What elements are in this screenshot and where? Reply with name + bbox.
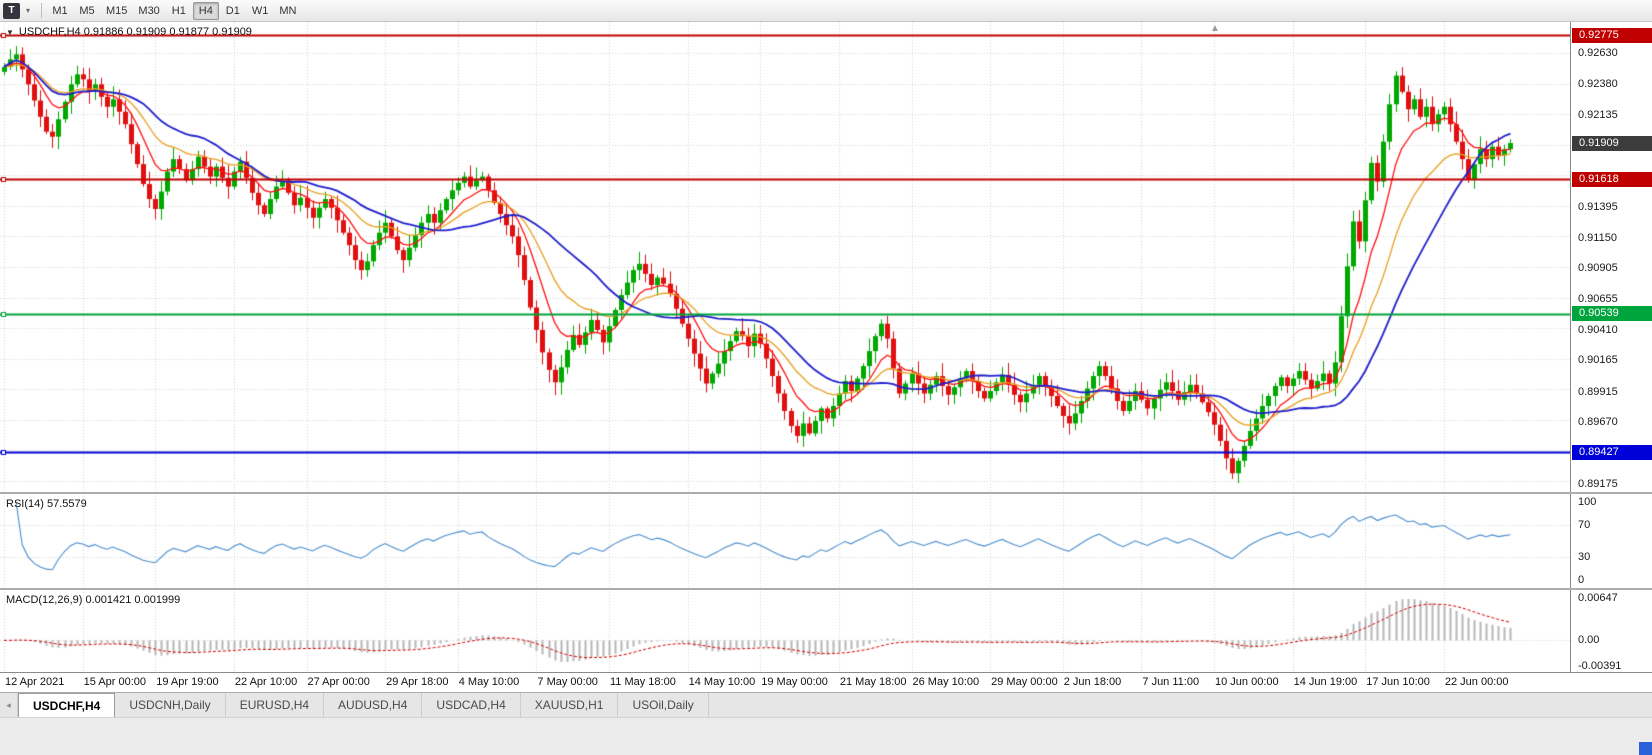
time-axis-label: 10 Jun 00:00 [1215, 676, 1279, 688]
chart-tab-usdcad-h4[interactable]: USDCAD,H4 [422, 693, 521, 717]
toolbar-separator [41, 3, 42, 18]
time-axis-label: 4 May 10:00 [458, 676, 520, 688]
chart-canvas[interactable] [0, 22, 1570, 672]
price-axis[interactable]: 0.92630 0.92380 0.92135 0.91395 0.91150 0.909… [1570, 22, 1652, 672]
price-tick: 0.92380 [1578, 78, 1618, 91]
timeframe-m1-button[interactable]: M1 [52, 4, 68, 17]
price-tick: 0.90655 [1578, 293, 1618, 306]
toolbar: T ▾ M1 M5 M15 M30 H1 H4 D1 W1 MN [0, 0, 1652, 22]
time-axis-label: 14 May 10:00 [688, 676, 756, 688]
time-axis-label: 22 Jun 00:00 [1444, 676, 1509, 688]
price-tick: 0.89670 [1578, 416, 1618, 429]
chart-tabs-bar: ◂ USDCHF,H4 USDCNH,Daily EURUSD,H4 AUDUSD,H… [0, 692, 1652, 717]
price-tick: 0.91395 [1578, 201, 1618, 214]
timeframe-m15-button[interactable]: M15 [106, 4, 128, 17]
panel-separator[interactable] [0, 588, 1652, 590]
timeframe-toolbar: M1 M5 M15 M30 H1 H4 D1 W1 MN [47, 1, 301, 20]
macd-indicator-label: MACD(12,26,9) 0.001421 0.001999 [6, 594, 181, 606]
price-tick: 0.90410 [1578, 323, 1618, 336]
chart-tab-usoil-daily[interactable]: USOil,Daily [618, 693, 709, 717]
timeframe-m5-button[interactable]: M5 [79, 4, 95, 17]
time-axis-label: 19 May 00:00 [761, 676, 828, 688]
current-price-marker: 0.91909 [1572, 135, 1652, 151]
time-axis-label: 29 Apr 18:00 [386, 676, 449, 688]
time-axis-label: 12 Apr 2021 [5, 676, 65, 688]
chart-tab-usdchf-h4[interactable]: USDCHF,H4 [18, 693, 116, 717]
panel-separator[interactable] [0, 492, 1652, 494]
rsi-scale-label: 30 [1578, 550, 1591, 563]
timeframe-h1-button[interactable]: H1 [171, 4, 186, 17]
chart-tab-audusd-h4[interactable]: AUDUSD,H4 [324, 693, 423, 717]
price-level-marker: 0.92775 [1572, 27, 1652, 43]
time-axis-label: 17 Jun 10:00 [1366, 676, 1430, 688]
chart-shift-marker[interactable]: ▲ [1210, 23, 1220, 34]
price-tick: 0.90165 [1578, 354, 1618, 367]
symbol-ohlc-text: USDCHF,H4 0.91886 0.91909 0.91877 0.9190… [18, 26, 252, 38]
price-tick: 0.92135 [1578, 108, 1618, 121]
time-axis-label: 27 Apr 00:00 [307, 676, 370, 688]
time-axis-label: 19 Apr 19:00 [156, 676, 219, 688]
time-axis-label: 26 May 10:00 [912, 676, 980, 688]
macd-scale-label: 0.00 [1578, 634, 1600, 647]
time-axis-label: 7 Jun 11:00 [1142, 676, 1200, 688]
time-axis-label: 15 Apr 00:00 [83, 676, 147, 688]
time-axis-label: 21 May 18:00 [839, 676, 907, 688]
time-axis-label: 7 May 00:00 [537, 676, 598, 688]
tab-scroll-left-button[interactable]: ◂ [0, 693, 18, 717]
macd-scale-label: 0.00647 [1578, 592, 1618, 604]
rsi-scale-label: 100 [1578, 496, 1597, 508]
time-axis-label: 2 Jun 18:00 [1063, 676, 1122, 688]
price-level-marker: 0.89427 [1572, 444, 1652, 460]
timeframe-m30-button[interactable]: M30 [138, 4, 160, 17]
price-tick: 0.89175 [1578, 477, 1618, 490]
time-axis-label: 14 Jun 19:00 [1293, 676, 1358, 688]
chart-tabs: USDCHF,H4 USDCNH,Daily EURUSD,H4 AUDUSD,H4 U… [18, 693, 709, 717]
timeframe-d1-button[interactable]: D1 [225, 4, 240, 17]
chart-area: 0.92630 0.92380 0.92135 0.91395 0.91150 0.909… [0, 22, 1652, 672]
time-axis-label: 22 Apr 10:00 [234, 676, 298, 688]
price-level-marker: 0.91618 [1572, 171, 1652, 187]
chevron-down-icon[interactable]: ▾ [25, 6, 30, 15]
chart-window-icon-glyph: T [8, 5, 15, 16]
time-axis-label: 29 May 00:00 [991, 676, 1058, 688]
chart-tab-xauusd-h1[interactable]: XAUUSD,H1 [521, 693, 619, 717]
chart-window-icon[interactable]: T [3, 2, 20, 19]
rsi-scale-label: 70 [1578, 519, 1591, 532]
price-tick: 0.89915 [1578, 385, 1618, 398]
price-tick: 0.90905 [1578, 262, 1618, 275]
chart-tab-eurusd-h4[interactable]: EURUSD,H4 [226, 693, 325, 717]
timeframe-mn-button[interactable]: MN [279, 4, 297, 17]
price-tick: 0.92630 [1578, 47, 1618, 60]
rsi-indicator-label: RSI(14) 57.5579 [6, 498, 87, 510]
window-footer [0, 717, 1652, 755]
resize-grip[interactable] [1639, 742, 1652, 755]
chart-symbol-label: ▼ USDCHF,H4 0.91886 0.91909 0.91877 0.91… [6, 26, 252, 38]
macd-scale-label: -0.00391 [1578, 660, 1622, 672]
timeframe-w1-button[interactable]: W1 [251, 4, 269, 17]
time-axis[interactable]: 12 Apr 2021 15 Apr 00:00 19 Apr 19:00 22 Ap… [0, 672, 1652, 692]
price-level-marker: 0.90539 [1572, 306, 1652, 322]
collapse-arrow-icon[interactable]: ▼ [6, 27, 14, 37]
rsi-scale-label: 0 [1578, 574, 1585, 586]
chart-tab-usdcnh-daily[interactable]: USDCNH,Daily [115, 693, 226, 717]
time-axis-label: 11 May 18:00 [610, 676, 676, 688]
price-tick: 0.91150 [1578, 231, 1617, 244]
timeframe-h4-button[interactable]: H4 [192, 1, 219, 20]
